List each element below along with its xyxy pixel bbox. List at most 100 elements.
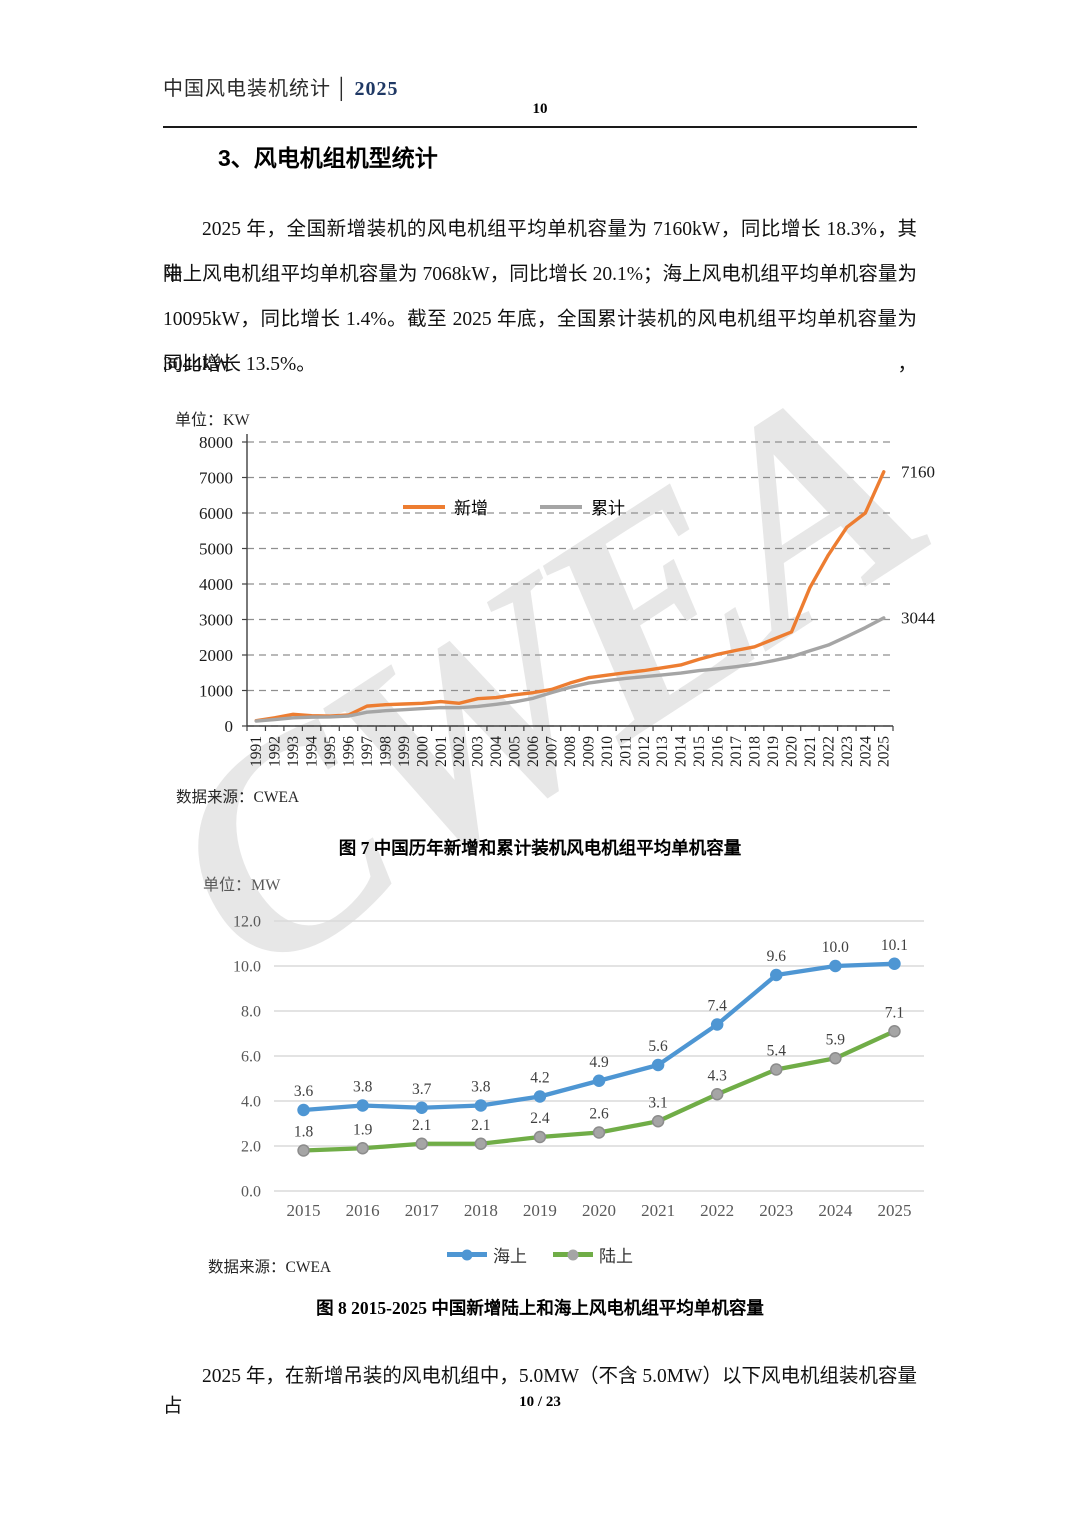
- svg-text:2005: 2005: [507, 736, 524, 767]
- svg-text:3.7: 3.7: [412, 1081, 432, 1098]
- svg-text:2001: 2001: [433, 736, 450, 767]
- svg-text:3044: 3044: [901, 609, 936, 628]
- svg-text:2.1: 2.1: [412, 1117, 431, 1134]
- svg-text:2.1: 2.1: [471, 1117, 490, 1134]
- svg-text:6000: 6000: [199, 504, 233, 523]
- svg-text:2015: 2015: [287, 1201, 321, 1220]
- svg-text:7000: 7000: [199, 468, 233, 487]
- figure7-unit-label: 单位：KW: [175, 412, 250, 429]
- svg-text:2008: 2008: [562, 736, 579, 767]
- svg-text:3000: 3000: [199, 610, 233, 629]
- svg-text:1994: 1994: [304, 736, 321, 767]
- svg-text:2011: 2011: [617, 736, 634, 766]
- svg-text:2.4: 2.4: [530, 1110, 550, 1127]
- svg-text:5.4: 5.4: [767, 1043, 787, 1060]
- svg-text:2007: 2007: [544, 736, 561, 767]
- svg-text:2003: 2003: [470, 736, 487, 767]
- svg-text:4.9: 4.9: [589, 1054, 609, 1071]
- svg-text:1997: 1997: [359, 736, 376, 767]
- svg-text:2.0: 2.0: [241, 1138, 261, 1155]
- figure7-caption: 图 7 中国历年新增和累计装机风电机组平均单机容量: [338, 838, 742, 858]
- title-separator: │: [336, 78, 350, 100]
- paragraph-line: 陆上风电机组平均单机容量为 7068kW，同比增长 20.1%；海上风电机组平均…: [163, 264, 917, 285]
- svg-text:1.9: 1.9: [353, 1121, 373, 1138]
- svg-text:5.9: 5.9: [826, 1031, 846, 1048]
- svg-text:3.6: 3.6: [294, 1083, 314, 1100]
- svg-text:7160: 7160: [901, 463, 935, 482]
- svg-text:2024: 2024: [857, 736, 874, 767]
- svg-text:2020: 2020: [582, 1201, 616, 1220]
- svg-text:2022: 2022: [820, 736, 837, 767]
- svg-text:2023: 2023: [759, 1201, 793, 1220]
- legend-label-cumulative: 累计: [591, 499, 625, 518]
- svg-text:1991: 1991: [248, 736, 265, 767]
- legend-label-onshore: 陆上: [599, 1247, 633, 1266]
- svg-text:7.1: 7.1: [885, 1004, 904, 1021]
- legend-item-offshore: 海上: [447, 1242, 527, 1267]
- figure8-unit-label: 单位：MW: [203, 877, 281, 894]
- svg-text:10.0: 10.0: [233, 958, 261, 975]
- figure8-line-chart: 0.0 2.0 4.0 6.0 8.0 10.0 12.0 2015 2016 2017 2018 2…: [233, 913, 924, 1220]
- legend-label-new: 新增: [454, 499, 488, 518]
- svg-text:1998: 1998: [377, 736, 394, 767]
- svg-text:2020: 2020: [783, 736, 800, 767]
- svg-text:3.8: 3.8: [471, 1079, 491, 1096]
- summary-paragraph: 2025 年，全国新增装机的风电机组平均单机容量为 7160kW，同比增长 18…: [163, 207, 917, 387]
- onshore-line-swatch: [553, 1249, 593, 1260]
- offshore-line-swatch: [447, 1249, 487, 1260]
- svg-text:2014: 2014: [673, 736, 690, 767]
- svg-text:2004: 2004: [488, 736, 505, 767]
- legend-item-onshore: 陆上: [553, 1242, 633, 1267]
- new-series-line-swatch: [403, 504, 445, 509]
- svg-text:2018: 2018: [464, 1201, 498, 1220]
- svg-text:5.6: 5.6: [648, 1038, 668, 1055]
- svg-text:6.0: 6.0: [241, 1048, 261, 1065]
- svg-text:1992: 1992: [267, 736, 284, 767]
- page-number-top: 10: [532, 101, 548, 117]
- svg-text:2022: 2022: [700, 1201, 734, 1220]
- svg-text:1000: 1000: [199, 681, 233, 700]
- svg-text:3.8: 3.8: [353, 1079, 373, 1096]
- svg-text:2006: 2006: [525, 736, 542, 767]
- svg-text:2024: 2024: [818, 1201, 853, 1220]
- svg-text:2010: 2010: [599, 736, 616, 767]
- svg-text:1993: 1993: [285, 736, 302, 767]
- svg-text:1.8: 1.8: [294, 1124, 314, 1141]
- figure7-legend: 新增 累计: [403, 494, 625, 519]
- svg-text:2021: 2021: [641, 1201, 675, 1220]
- cumulative-series-line-swatch: [540, 504, 582, 509]
- svg-text:4.0: 4.0: [241, 1093, 261, 1110]
- svg-text:2016: 2016: [346, 1201, 380, 1220]
- figure8-data-source: 数据来源：CWEA: [208, 1259, 332, 1276]
- onshore-marker-dot: [567, 1249, 579, 1260]
- svg-text:8000: 8000: [199, 433, 233, 452]
- svg-text:2019: 2019: [765, 736, 782, 767]
- legend-item-new-capacity: 新增: [403, 494, 488, 519]
- legend-item-cumulative: 累计: [540, 494, 625, 519]
- svg-text:7.4: 7.4: [707, 998, 727, 1015]
- svg-text:0.0: 0.0: [241, 1183, 261, 1200]
- report-title: 中国风电装机统计: [163, 78, 331, 100]
- svg-text:10.0: 10.0: [822, 939, 849, 956]
- figure8-legend: 海上 陆上: [163, 1242, 917, 1267]
- paragraph-line: 同比增长 13.5%。: [163, 354, 316, 375]
- header-divider: [163, 126, 917, 128]
- report-header: 中国风电装机统计 │ 2025: [163, 72, 399, 101]
- report-year: 2025: [354, 78, 399, 100]
- page-footer: 10 / 23: [519, 1394, 561, 1410]
- svg-text:2016: 2016: [710, 736, 727, 767]
- svg-text:2017: 2017: [728, 736, 745, 767]
- figure7-data-source: 数据来源：CWEA: [176, 789, 300, 806]
- svg-text:2009: 2009: [580, 736, 597, 767]
- svg-text:2012: 2012: [636, 736, 653, 767]
- svg-text:2019: 2019: [523, 1201, 557, 1220]
- svg-text:0: 0: [225, 717, 234, 736]
- figure8-caption: 图 8 2015-2025 中国新增陆上和海上风电机组平均单机容量: [316, 1298, 764, 1318]
- svg-text:12.0: 12.0: [233, 913, 261, 930]
- svg-text:2015: 2015: [691, 736, 708, 767]
- next-section-paragraph: 2025 年，在新增吊装的风电机组中，5.0MW（不含 5.0MW）以下风电机组…: [163, 1366, 917, 1417]
- paragraph-line: 2025 年，全国新增装机的风电机组平均单机容量为 7160kW，同比增长 18…: [163, 219, 917, 285]
- svg-text:2021: 2021: [802, 736, 819, 767]
